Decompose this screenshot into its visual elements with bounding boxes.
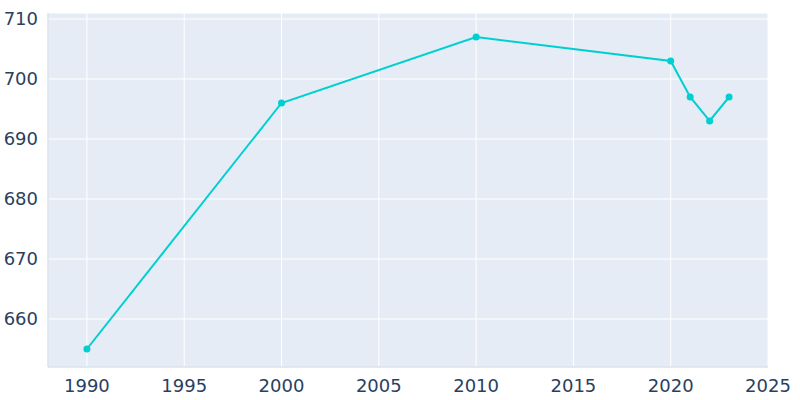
- svg-text:1995: 1995: [161, 375, 207, 396]
- svg-text:2020: 2020: [648, 375, 694, 396]
- svg-text:2005: 2005: [356, 375, 402, 396]
- svg-text:2010: 2010: [453, 375, 499, 396]
- svg-text:680: 680: [8, 188, 38, 209]
- svg-text:2025: 2025: [745, 375, 791, 396]
- svg-text:710: 710: [8, 8, 38, 29]
- svg-text:1990: 1990: [64, 375, 110, 396]
- svg-text:2000: 2000: [259, 375, 305, 396]
- svg-text:690: 690: [8, 128, 38, 149]
- svg-text:2015: 2015: [550, 375, 596, 396]
- svg-text:660: 660: [8, 308, 38, 329]
- svg-text:670: 670: [8, 248, 38, 269]
- svg-text:700: 700: [8, 68, 38, 89]
